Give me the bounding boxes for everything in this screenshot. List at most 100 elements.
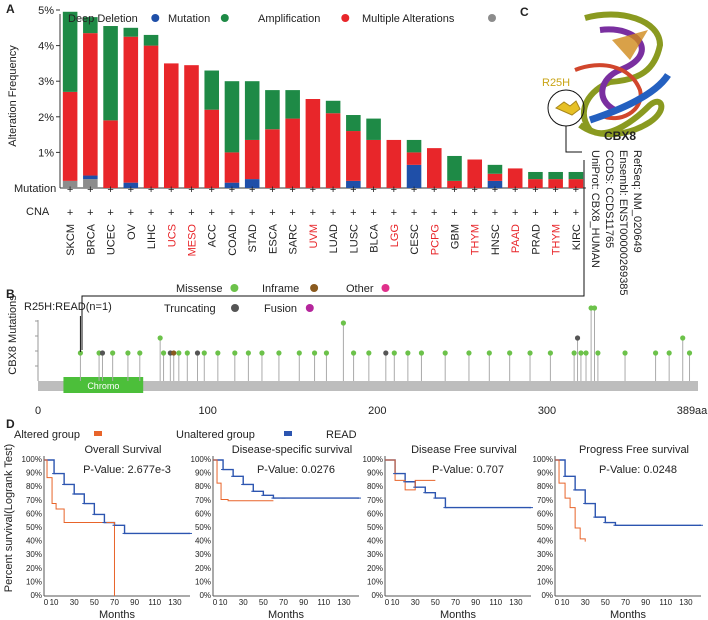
alteration-frequency-chart: Alteration Frequency Mutation CNA 1% 2% 3%… xyxy=(7,5,586,256)
a-mutation-mark: + xyxy=(492,184,498,196)
b-lollipop-head-missense xyxy=(259,350,265,356)
b-legend-label: Other xyxy=(346,283,374,295)
a-category-label: STAD xyxy=(247,224,259,253)
d-xtick-label: 110 xyxy=(659,598,672,607)
d-ytick-label: 60% xyxy=(367,509,383,518)
d-xtick-label: 110 xyxy=(148,598,161,607)
d-ytick-label: 100% xyxy=(533,455,553,464)
d-xtick-label: 70 xyxy=(279,598,288,607)
b-lollipop-head-missense xyxy=(160,350,167,356)
a-ytick-label: 1% xyxy=(38,147,54,159)
a-category-label: ACC xyxy=(207,224,219,247)
b-lollipop-head-missense xyxy=(184,350,190,356)
lollipop-chart: CBX8 Mutations R25H:READ(n=1) Chromo 0 100… xyxy=(7,295,708,417)
a-mutation-mark: + xyxy=(411,184,417,196)
a-mutation-mark: + xyxy=(188,184,194,196)
d-xtick-label: 50 xyxy=(601,598,610,607)
a-cna-mark: + xyxy=(229,207,235,219)
b-lollipop-head-missense xyxy=(622,350,628,356)
a-cna-mark: + xyxy=(431,207,437,219)
b-lollipop-head-missense xyxy=(507,350,513,356)
d-xtick-label: 30 xyxy=(70,598,79,607)
d-ytick-label: 40% xyxy=(26,537,42,546)
a-category-label: UCEC xyxy=(106,224,118,255)
d-curve-altered xyxy=(44,459,115,596)
a-bar-amplification xyxy=(325,113,341,188)
d-plot-title: Disease Free survival xyxy=(411,444,517,456)
structure-ribbon-3 xyxy=(574,63,643,121)
d-xtick-label: 70 xyxy=(621,598,630,607)
b-lollipop-head-missense xyxy=(110,350,116,356)
a-bar-mutation xyxy=(325,100,341,114)
d-ytick-label: 20% xyxy=(367,564,383,573)
d-ytick-label: 50% xyxy=(367,523,383,532)
a-cna-mark: + xyxy=(472,207,478,219)
b-lollipop-head-missense xyxy=(547,350,553,356)
b-lollipop-head-inframe xyxy=(171,350,177,356)
b-lollipop-head-missense xyxy=(77,350,84,356)
b-lollipop-head-missense xyxy=(296,350,302,356)
d-ytick-label: 0% xyxy=(199,591,211,600)
a-mutation-mark: + xyxy=(229,184,235,196)
d-xtick-label: 90 xyxy=(299,598,308,607)
d-ytick-label: 10% xyxy=(195,577,211,586)
a-ytick-label: 2% xyxy=(38,112,54,124)
b-lollipop-head-missense xyxy=(652,350,659,356)
a-bar-mutation xyxy=(346,115,361,132)
a-legend-swatch xyxy=(488,14,496,22)
a-legend-swatch xyxy=(341,14,350,22)
structure-mutation-label: R25H xyxy=(542,77,570,89)
a-bar-multiple-alterations xyxy=(62,180,78,188)
a-category-label: UCS xyxy=(166,224,178,247)
a-category-label: HNSC xyxy=(490,224,502,255)
a-bar-mutation xyxy=(568,171,584,180)
a-legend-swatch xyxy=(220,14,229,22)
structure-ribbon-5 xyxy=(612,30,648,60)
b-legend-swatch xyxy=(310,284,319,292)
b-lollipop-head-missense xyxy=(595,350,601,356)
a-bar-deep-deletion xyxy=(244,179,260,188)
a-cna-mark: + xyxy=(188,207,194,219)
d-xlabel: Months xyxy=(440,609,477,620)
d-plot-title: Overall Survival xyxy=(84,444,161,456)
b-lollipop-head-missense xyxy=(215,350,221,356)
d-xtick-label: 90 xyxy=(641,598,650,607)
b-legend-label: Inframe xyxy=(262,283,299,295)
d-ytick-label: 10% xyxy=(26,577,42,586)
id-refseq: RefSeq: NM_020649 xyxy=(631,150,643,253)
d-xtick-label: 30 xyxy=(411,598,420,607)
b-lollipop-head-truncating xyxy=(194,350,201,356)
a-bar-deep-deletion xyxy=(487,180,503,188)
b-legend-swatch xyxy=(231,304,239,312)
a-bar-deep-deletion xyxy=(83,175,98,180)
d-xtick-label: 90 xyxy=(471,598,480,607)
id-ccds: CCDS: CCDS11765 xyxy=(603,150,615,248)
d-ytick-label: 100% xyxy=(363,455,383,464)
a-bar-mutation xyxy=(224,81,240,153)
a-mutation-mark: + xyxy=(209,184,215,196)
a-bar-amplification xyxy=(366,139,381,188)
a-category-label: GBM xyxy=(450,224,462,249)
b-lollipop-head-missense xyxy=(176,350,182,356)
a-bar-amplification xyxy=(285,118,300,188)
b-lollipop-head-missense xyxy=(340,320,346,326)
d-plot-title: Disease-specific survival xyxy=(232,444,352,456)
b-xtick-label: 100 xyxy=(198,405,216,417)
a-cna-mark: + xyxy=(370,207,376,219)
d-ytick-label: 40% xyxy=(195,537,211,546)
a-category-label: UVM xyxy=(308,224,320,248)
a-cna-mark: + xyxy=(310,207,316,219)
a-mutation-mark: + xyxy=(330,184,336,196)
a-category-label: KIRC xyxy=(571,224,583,250)
a-bar-amplification xyxy=(163,63,179,188)
a-mutation-mark: + xyxy=(289,184,295,196)
a-mutation-mark: + xyxy=(552,184,558,196)
d-pvalue: P-Value: 0.707 xyxy=(432,464,504,476)
b-domain-label: Chromo xyxy=(87,381,119,391)
d-ytick-label: 50% xyxy=(26,523,42,532)
a-category-label: ESCA xyxy=(267,223,279,254)
a-category-label: THYM xyxy=(470,224,482,255)
a-cna-mark: + xyxy=(330,207,336,219)
d-plot-title: Progress Free survival xyxy=(579,444,689,456)
